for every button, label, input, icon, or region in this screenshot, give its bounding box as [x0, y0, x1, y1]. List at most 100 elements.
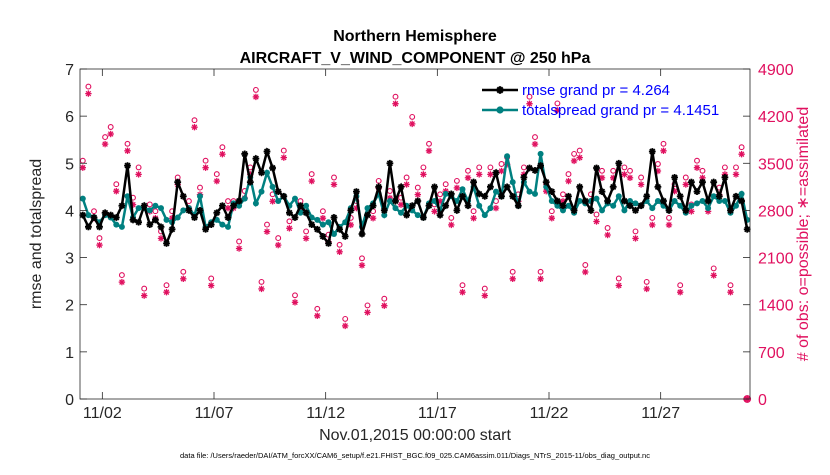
- obs-possible-point: [102, 134, 109, 141]
- obs-assimilated-point: [576, 154, 583, 161]
- obs-assimilated-point: [113, 187, 120, 195]
- obs-possible-point: [197, 184, 203, 191]
- obs-assimilated-point: [392, 100, 399, 107]
- rmse-point: [665, 206, 673, 214]
- obs-possible-point: [185, 198, 192, 205]
- obs-possible-point: [236, 238, 243, 245]
- spread-point: [398, 209, 404, 216]
- spread-point: [738, 190, 745, 197]
- rmse-point: [196, 206, 204, 214]
- rmse-point: [414, 197, 422, 205]
- spread-point: [331, 231, 337, 237]
- rmse-point: [85, 223, 92, 231]
- obs-assimilated-point: [280, 154, 287, 161]
- obs-possible-point: [548, 208, 555, 215]
- obs-assimilated-point: [409, 120, 416, 128]
- x-ticks: 11/02 11/07 11/12 11/17 11/22 11/27: [83, 69, 680, 422]
- chart-subtitle: AIRCRAFT_V_WIND_COMPONENT @ 250 hPa: [240, 50, 591, 67]
- spread-point: [303, 202, 310, 209]
- rmse-point: [124, 162, 131, 170]
- rmse-point: [185, 206, 193, 214]
- rmse-point: [442, 202, 450, 210]
- obs-possible-point: [392, 93, 399, 100]
- obs-possible-point: [565, 171, 572, 178]
- obs-possible-point: [733, 164, 739, 171]
- y-tick-label: 2: [65, 298, 74, 315]
- spread-point: [442, 190, 449, 197]
- rmse-point: [241, 150, 249, 158]
- rmse-point: [202, 225, 210, 233]
- rmse-point: [503, 183, 511, 191]
- obs-possible-point: [627, 167, 633, 174]
- spread-point: [610, 202, 617, 209]
- obs-assimilated-point: [79, 164, 87, 171]
- obs-possible-point: [202, 157, 209, 164]
- spread-point: [219, 221, 226, 228]
- obs-possible-point: [331, 174, 337, 181]
- spread-point: [197, 193, 203, 200]
- rmse-point: [347, 206, 355, 214]
- rmse-point: [615, 159, 623, 167]
- obs-possible-point: [677, 282, 684, 289]
- rmse-point: [129, 216, 137, 224]
- spread-point: [113, 221, 120, 228]
- y-axis-label: rmse and totalspread: [28, 159, 45, 309]
- rmse-point: [520, 173, 528, 181]
- spread-point: [459, 186, 466, 193]
- rmse-point: [140, 202, 148, 210]
- y2-tick-label: 2100: [758, 251, 794, 268]
- obs-possible-point: [414, 184, 421, 191]
- obs-possible-point: [264, 221, 270, 228]
- plot-marks: [79, 83, 752, 403]
- obs-possible-point: [403, 174, 410, 181]
- rmse-point: [654, 183, 662, 191]
- rmse-point: [459, 192, 466, 200]
- obs-assimilated-point: [252, 93, 260, 101]
- obs-assimilated-point: [548, 214, 555, 222]
- spread-point: [236, 202, 243, 209]
- obs-possible-point: [699, 167, 706, 174]
- x-tick-label: 11/22: [530, 405, 569, 422]
- rmse-point: [509, 192, 517, 200]
- rmse-point: [643, 192, 651, 200]
- rmse-point: [252, 155, 260, 163]
- obs-assimilated-point: [459, 289, 466, 296]
- obs-possible-point: [576, 147, 583, 154]
- rmse-point: [325, 239, 332, 247]
- obs-assimilated-point: [135, 171, 142, 178]
- obs-possible-point: [386, 188, 393, 194]
- spread-point: [85, 212, 92, 219]
- obs-assimilated-point: [621, 171, 628, 178]
- spread-point: [319, 221, 326, 228]
- rmse-point: [392, 197, 399, 205]
- spread-point: [576, 198, 583, 204]
- obs-assimilated-point: [498, 167, 505, 175]
- legend-rmse-marker: [496, 86, 504, 94]
- obs-assimilated-point: [509, 275, 516, 282]
- rmse-point: [425, 202, 433, 210]
- rmse-point: [375, 183, 383, 191]
- legend-rmse-label: rmse grand pr = 4.264: [522, 82, 670, 99]
- obs-possible-point: [643, 278, 650, 285]
- obs-assimilated-point: [626, 174, 634, 182]
- spread-point: [487, 205, 494, 212]
- y2-axis-label: # of obs: o=possible; ∗=assimilated: [795, 107, 812, 361]
- obs-assimilated-point: [470, 214, 477, 222]
- obs-possible-point: [208, 275, 215, 282]
- obs-possible-point: [599, 167, 605, 174]
- spread-point: [716, 198, 723, 204]
- obs-assimilated-point: [140, 292, 148, 299]
- obs-possible-point: [615, 275, 622, 282]
- spread-point: [705, 205, 712, 212]
- obs-assimilated-point: [157, 235, 165, 242]
- spread-point: [733, 202, 739, 209]
- obs-possible-point: [481, 285, 488, 292]
- spread-point: [493, 188, 499, 195]
- spread-point: [721, 198, 728, 204]
- spread-point: [225, 223, 231, 230]
- obs-assimilated-point: [369, 214, 377, 222]
- obs-assimilated-point: [258, 285, 265, 293]
- obs-possible-point: [537, 268, 544, 275]
